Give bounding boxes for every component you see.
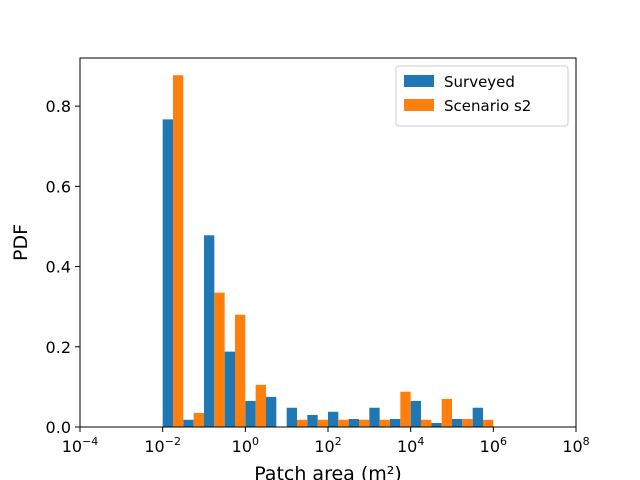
y-axis-label: PDF [10, 224, 32, 261]
y-axis: 0.0 0.2 0.4 0.6 0.8 [46, 97, 80, 437]
legend-label: Surveyed [444, 73, 515, 91]
bar [379, 419, 390, 427]
bar [172, 75, 184, 428]
y-tick-label: 0.8 [46, 97, 71, 116]
bar [265, 396, 277, 427]
bars-group [162, 75, 494, 428]
bar [472, 407, 483, 427]
bar [255, 384, 266, 427]
y-tick-label: 0.0 [46, 418, 71, 437]
x-tick-label: 10−2 [144, 435, 181, 456]
bar [452, 418, 463, 427]
bar [369, 407, 380, 427]
bar [224, 351, 235, 427]
x-tick-label: 106 [480, 435, 507, 456]
x-tick-label: 102 [314, 435, 341, 456]
legend-swatch [404, 99, 434, 111]
legend-box [395, 65, 569, 127]
bar [338, 419, 349, 427]
y-tick-label: 0.4 [46, 258, 71, 277]
bar [328, 411, 339, 427]
bar [286, 407, 297, 427]
x-axis-label: Patch area (m²) [254, 463, 402, 480]
bar [193, 412, 204, 427]
bar [245, 400, 256, 427]
legend: Surveyed Scenario s2 [395, 65, 569, 127]
bar [420, 419, 432, 427]
bar [400, 391, 411, 427]
x-tick-label: 104 [397, 435, 424, 456]
bar [183, 419, 194, 427]
bar [441, 398, 452, 427]
x-tick-label: 10−4 [62, 435, 99, 456]
legend-label: Scenario s2 [444, 97, 531, 115]
bar [204, 235, 215, 427]
bar [296, 419, 308, 427]
bar [307, 414, 318, 427]
bar [348, 418, 359, 427]
bar [389, 418, 401, 427]
x-axis: 10−4 10−2 100 102 104 106 108 [62, 427, 590, 456]
y-tick-label: 0.6 [46, 177, 71, 196]
x-tick-label: 108 [562, 435, 589, 456]
bar [482, 419, 494, 427]
bar [358, 419, 370, 427]
bar [162, 119, 173, 427]
bar [410, 400, 421, 427]
bar [214, 292, 225, 427]
bar [234, 314, 246, 427]
bar [317, 419, 328, 427]
bar [431, 422, 442, 427]
y-tick-label: 0.2 [46, 338, 71, 357]
x-tick-label: 100 [232, 435, 259, 456]
legend-swatch [404, 75, 434, 87]
bar [462, 418, 473, 427]
